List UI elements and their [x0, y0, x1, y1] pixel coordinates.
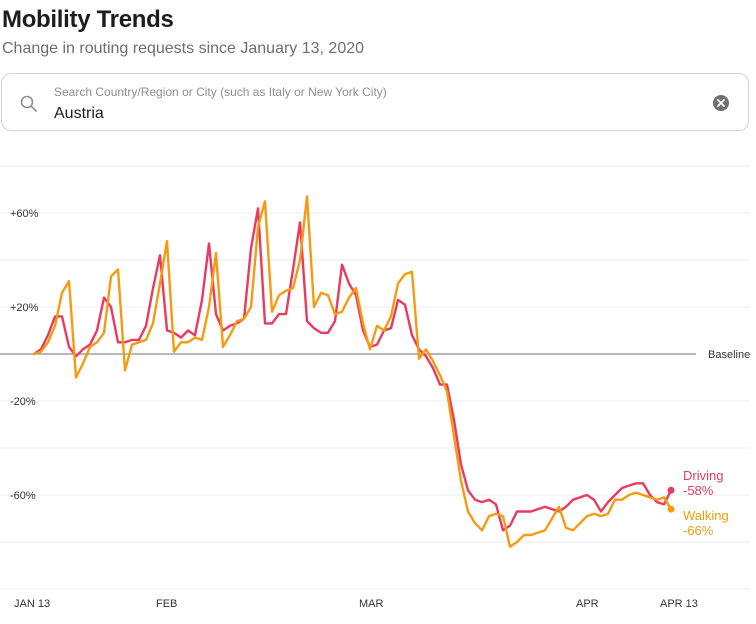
x-tick-label: FEB [156, 598, 177, 610]
page-title: Mobility Trends [2, 6, 174, 33]
series-line-driving [32, 207, 673, 532]
x-tick-label: MAR [359, 598, 384, 610]
search-input[interactable]: Austria [54, 105, 104, 122]
series-value-walking: -66% [683, 523, 714, 538]
x-tick-label: APR [576, 598, 599, 610]
search-placeholder: Search Country/Region or City (such as I… [54, 85, 387, 99]
series-end-point-walking [667, 505, 675, 513]
y-tick-label: -20% [10, 396, 36, 408]
series-label-driving: Driving [683, 468, 723, 483]
series-value-driving: -58% [683, 483, 714, 498]
series-line-walking [32, 195, 673, 548]
x-tick-label: JAN 13 [14, 598, 50, 610]
search-icon [20, 95, 37, 112]
x-tick-label: APR 13 [660, 598, 698, 610]
search-bar[interactable]: Search Country/Region or City (such as I… [1, 73, 749, 131]
y-tick-label: +60% [10, 208, 39, 220]
baseline-label: Baseline [708, 349, 750, 361]
clear-icon[interactable] [711, 93, 731, 113]
mobility-chart: +60% +20% -20% -60% Baseline JAN 13 FEB MAR APR A… [0, 165, 750, 610]
page-subtitle: Change in routing requests since January… [2, 40, 365, 57]
y-tick-label: +20% [10, 302, 39, 314]
series-end-point-driving [667, 486, 675, 494]
series-label-walking: Walking [683, 508, 729, 523]
y-tick-label: -60% [10, 490, 36, 502]
